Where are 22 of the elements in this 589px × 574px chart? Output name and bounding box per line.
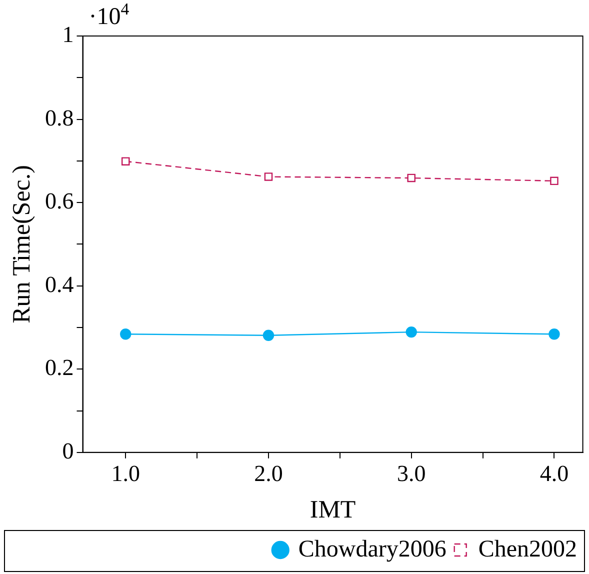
y-axis-title: Run Time(Sec.)	[8, 165, 36, 324]
point	[262, 330, 274, 341]
y-tick-label: 1	[62, 22, 74, 48]
x-tick-label: 3.0	[396, 461, 426, 486]
x-axis-title: IMT	[310, 496, 356, 524]
point	[121, 157, 130, 166]
point	[406, 326, 417, 338]
point	[264, 172, 273, 181]
point	[120, 328, 132, 340]
point	[550, 176, 558, 186]
y-tick-label: 0.2	[45, 355, 74, 380]
point	[548, 328, 560, 340]
y-tick-label: 0.4	[45, 272, 74, 297]
legend-label: Chowdary2006	[298, 536, 446, 562]
x-tick-label: 4.0	[540, 461, 569, 486]
y-tick-label: 0	[62, 438, 74, 464]
y-tick-label: 0.8	[45, 105, 74, 130]
point	[407, 174, 416, 182]
x-tick-label: 1.0	[111, 461, 140, 486]
legend-label: Chen2002	[478, 536, 578, 562]
x-tick-label: 2.0	[254, 461, 283, 486]
y-tick-label: 0.6	[45, 188, 74, 214]
